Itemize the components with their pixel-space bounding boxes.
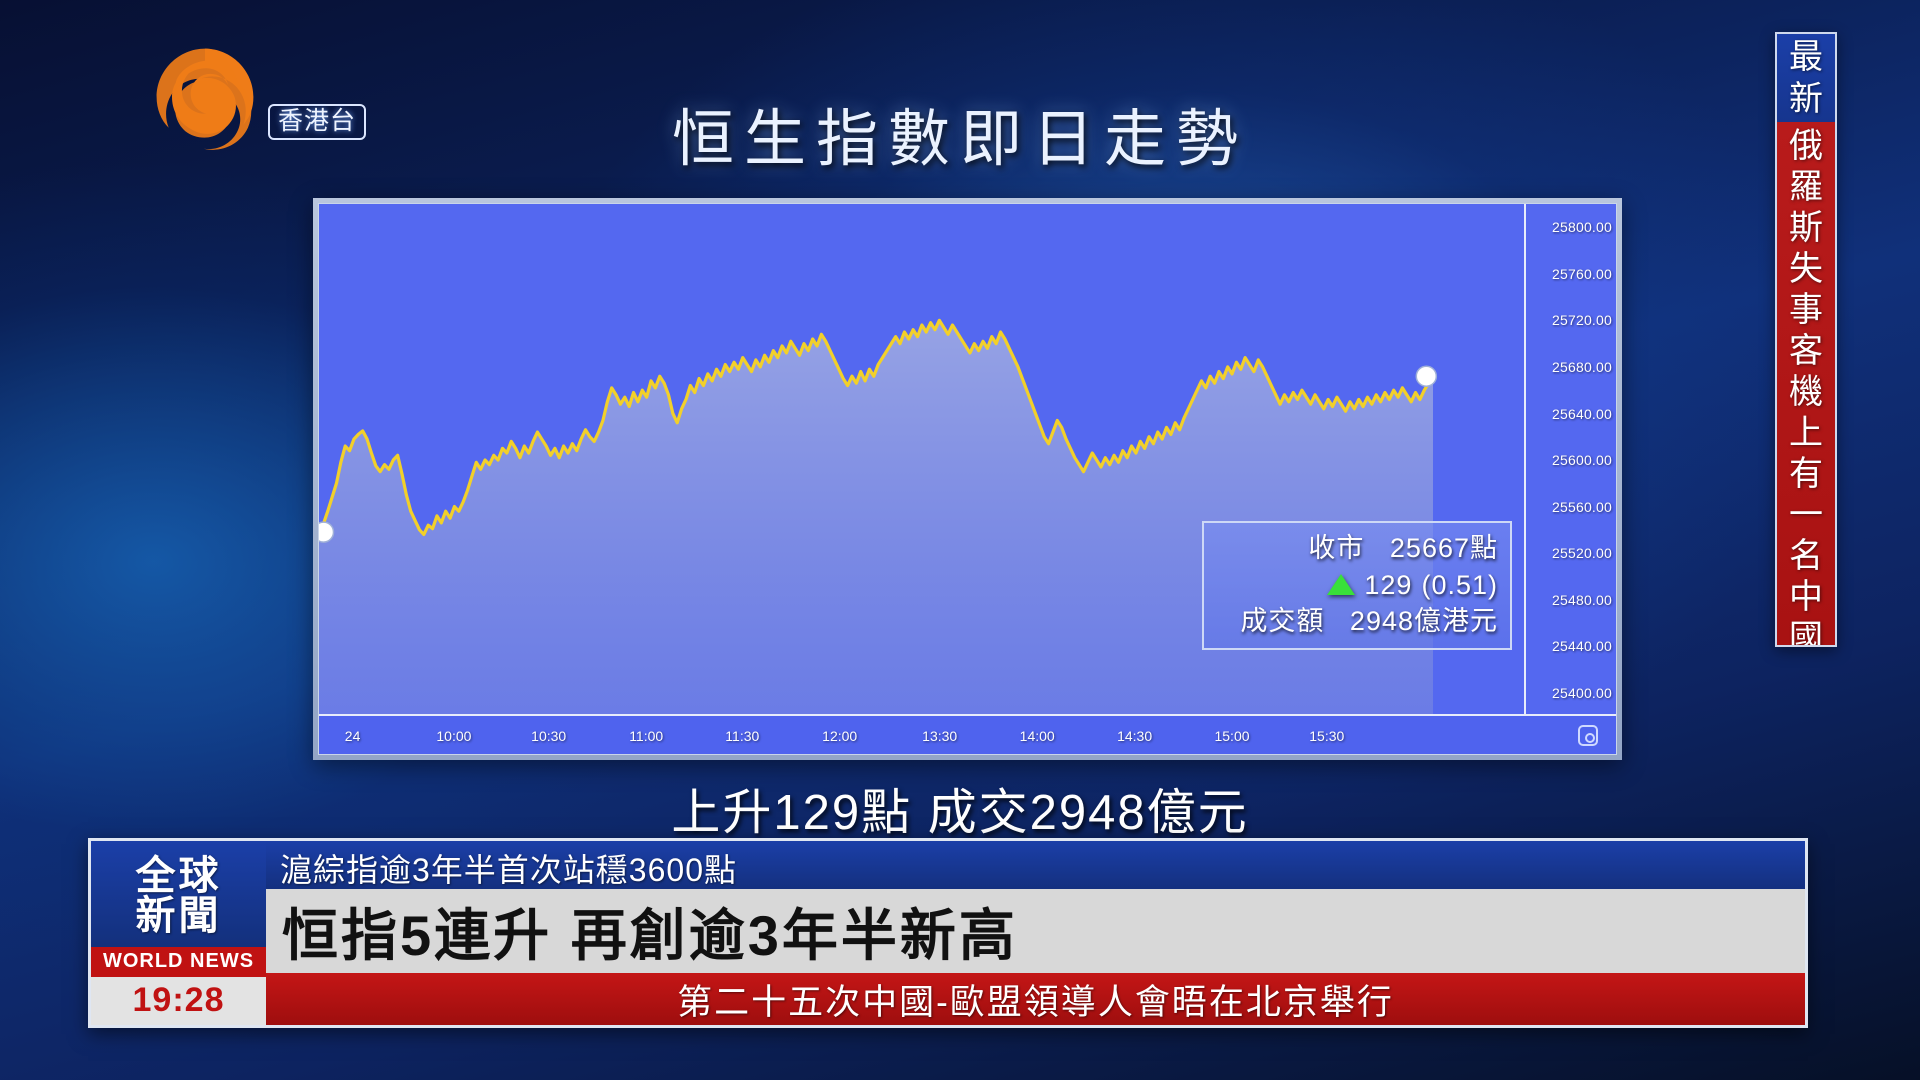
- triangle-up-icon: [1327, 574, 1356, 596]
- y-axis-tick: 25680.00: [1552, 358, 1612, 375]
- main-headline: 恒指5連升 再創逾3年半新高: [266, 889, 1805, 973]
- close-value: 25667點: [1389, 533, 1498, 564]
- vertical-banner-text: 俄羅斯失事客機上有一名中國公民: [1777, 122, 1835, 645]
- brand-line2: 新聞: [135, 894, 222, 938]
- kicker-headline: 滬綜指逾3年半首次站穩3600點: [266, 841, 1805, 889]
- y-axis-tick: 25520.00: [1552, 545, 1612, 562]
- x-axis-tick: 14:00: [1019, 728, 1055, 744]
- y-axis-tick: 25440.00: [1552, 638, 1612, 655]
- x-axis-tick: 24: [344, 728, 361, 744]
- channel-label: 香港台: [268, 104, 367, 141]
- y-axis-tick: 25600.00: [1552, 452, 1612, 468]
- x-axis-tick: 14:30: [1117, 728, 1153, 744]
- vertical-banner-header: 最新: [1777, 34, 1835, 122]
- x-axis-tick: 15:00: [1214, 728, 1250, 744]
- sub-caption: 上升129點 成交2948億元: [671, 786, 1249, 840]
- turnover-row: 成交額 2948億港元: [1216, 603, 1498, 639]
- x-axis-tick: 11:00: [629, 728, 664, 744]
- y-axis-tick: 25400.00: [1552, 684, 1612, 701]
- x-axis-tick: 13:30: [922, 728, 958, 744]
- clock-icon[interactable]: [1578, 725, 1598, 746]
- news-ticker: 第二十五次中國-歐盟領導人會晤在北京舉行: [266, 973, 1805, 1025]
- brand-english: WORLD NEWS: [91, 947, 266, 977]
- chart-window: 25800.00 25760.00 25720.00 25680.00 25640.00…: [313, 198, 1622, 760]
- x-axis-tick: 10:30: [531, 728, 567, 744]
- breaking-news-vertical-banner: 最新 俄羅斯失事客機上有一名中國公民: [1775, 32, 1837, 647]
- y-axis-tick: 25640.00: [1552, 405, 1612, 422]
- clock-time: 19:28: [91, 977, 266, 1025]
- x-axis-tick: 15:30: [1309, 728, 1345, 744]
- y-axis-tick: 25480.00: [1552, 591, 1612, 608]
- change-percent: (0.51): [1421, 569, 1498, 600]
- y-axis-tick: 25560.00: [1552, 498, 1612, 515]
- broadcaster-logo: 香港台: [150, 42, 400, 162]
- x-axis-tick: 12:00: [822, 728, 858, 744]
- phoenix-swirl-icon: [150, 42, 260, 152]
- y-axis-tick: 25760.00: [1552, 265, 1612, 282]
- page-title: 恒生指數即日走勢: [671, 105, 1248, 174]
- lower-third: 全球 新聞 WORLD NEWS 19:28 滬綜指逾3年半首次站穩3600點 …: [88, 838, 1808, 1028]
- price-plot: [319, 204, 1525, 716]
- quote-info-box: 收市 25667點 129 (0.51) 成交額 2948億港元: [1202, 521, 1512, 650]
- turnover-value: 2948億港元: [1349, 605, 1498, 636]
- program-brand: 全球 新聞 WORLD NEWS 19:28: [91, 841, 266, 1025]
- headline-stack: 滬綜指逾3年半首次站穩3600點 恒指5連升 再創逾3年半新高 第二十五次中國-…: [266, 841, 1805, 1025]
- x-axis-tick: 11:30: [725, 728, 760, 744]
- y-axis: 25800.00 25760.00 25720.00 25680.00 25640.00…: [1524, 204, 1616, 716]
- y-axis-tick: 25800.00: [1552, 219, 1612, 236]
- change-row: 129 (0.51): [1216, 567, 1498, 603]
- change-value: 129: [1364, 569, 1413, 600]
- brand-line1: 全球: [135, 854, 222, 898]
- y-axis-tick: 25720.00: [1552, 312, 1612, 329]
- brand-mark: 全球 新聞: [91, 841, 266, 947]
- close-row: 收市 25667點: [1216, 530, 1498, 566]
- chart-canvas: 25800.00 25760.00 25720.00 25680.00 25640.00…: [318, 203, 1617, 755]
- turnover-label: 成交額: [1240, 605, 1325, 636]
- x-axis: 24 10:00 10:30 11:00 11:30 12:00 13:30 14:00 14:…: [319, 714, 1616, 754]
- close-label: 收市: [1308, 533, 1365, 564]
- x-axis-tick: 10:00: [436, 728, 472, 744]
